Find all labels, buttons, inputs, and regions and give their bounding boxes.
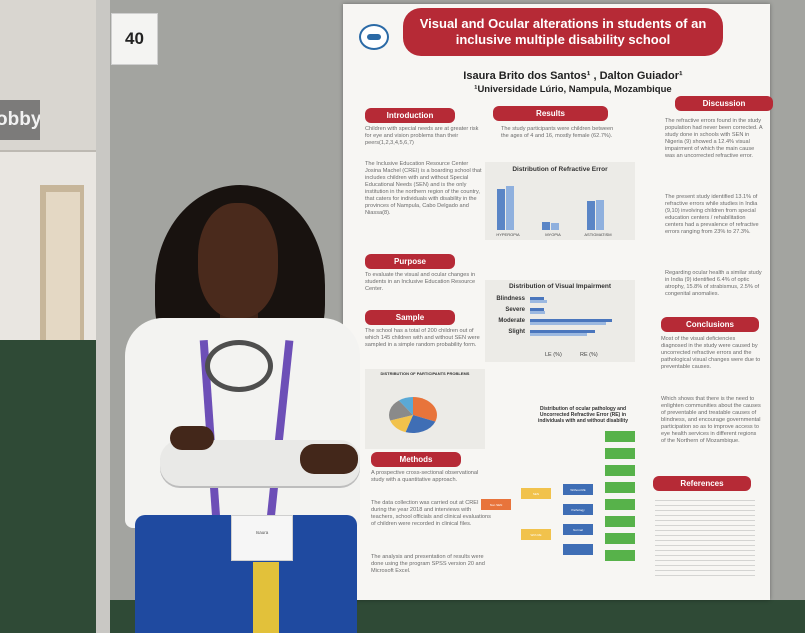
impairment-bar	[530, 319, 612, 322]
legend-le: LE (%)	[545, 352, 562, 358]
flow-box-green	[605, 516, 635, 527]
impairment-bar	[530, 322, 606, 325]
intro-text-1: Children with special needs are at great…	[365, 126, 479, 146]
methods-text-1: A prospective cross-sectional observatio…	[371, 470, 479, 483]
poster-institution: ¹Universidade Lúrio, Nampula, Mozambique	[474, 84, 672, 95]
visual-impairment-chart: Distribution of Visual Impairment Blindn…	[485, 280, 635, 362]
refractive-bar	[551, 222, 559, 230]
lobby-door-inner	[46, 192, 80, 342]
section-methods: Methods	[371, 452, 461, 467]
section-results: Results	[493, 106, 608, 121]
impairment-bar	[530, 297, 545, 300]
impairment-bar	[530, 330, 596, 333]
research-poster: Visual and Ocular alterations in student…	[343, 4, 773, 600]
flow-box-green	[605, 482, 635, 493]
impairment-bar	[530, 333, 587, 336]
discussion-text-3: Regarding ocular health a similar study …	[665, 270, 762, 297]
section-introduction: Introduction	[365, 108, 455, 123]
methods-text-3: The analysis and presentation of results…	[371, 554, 485, 574]
presenter-left-hand	[170, 426, 214, 450]
conclusions-text-2: Which shows that there is the need to en…	[661, 396, 761, 444]
poster-authors: Isaura Brito dos Santos¹ , Dalton Guiado…	[463, 70, 683, 82]
purpose-text: To evaluate the visual and ocular change…	[365, 272, 476, 292]
flow-box	[563, 544, 593, 555]
flow-box-green	[605, 499, 635, 510]
flow-box-non-sen: Non SEN	[481, 499, 511, 510]
discussion-text-1: The refractive errors found in the study…	[665, 118, 763, 159]
pie-slice	[413, 397, 437, 422]
refractive-bar	[497, 189, 505, 230]
sample-text: The school has a total of 200 children o…	[365, 328, 480, 348]
presenter-right-hand	[300, 444, 358, 474]
refractive-bar	[542, 221, 550, 230]
section-sample: Sample	[365, 310, 455, 325]
refractive-chart-title: Distribution of Refractive Error	[512, 166, 608, 173]
flow-box-with-re: With RE	[521, 529, 551, 540]
flow-box-pathology: Pathology	[563, 504, 593, 515]
flow-box-green	[605, 533, 635, 544]
flow-box-normal: Normal	[563, 524, 593, 535]
section-purpose: Purpose	[365, 254, 455, 269]
flow-box-green	[605, 431, 635, 442]
badge-ribbon	[253, 562, 279, 633]
participants-pie-chart: DISTRIBUTION OF PARTICIPANTS PROBLEMS	[365, 369, 485, 449]
refractive-category-label: MYOPIA	[545, 232, 561, 237]
refractive-category-label: ASTIGMATISM	[584, 232, 612, 237]
flow-diagram-caption: Distribution of ocular pathology and Unc…	[537, 406, 628, 424]
pie-slice	[398, 397, 413, 415]
impairment-category-label: Blindness	[496, 296, 525, 302]
refractive-bar	[506, 186, 514, 230]
impairment-category-label: Severe	[505, 307, 525, 313]
intro-text-2: The Inclusive Education Resource Center …	[365, 161, 482, 216]
legend-re: RE (%)	[580, 352, 598, 358]
pie-slice	[390, 415, 413, 433]
flow-box-sen: SEN	[521, 488, 551, 499]
section-conclusions: Conclusions	[661, 317, 759, 332]
impairment-category-label: Moderate	[498, 318, 525, 324]
flow-box-without-re: Without RE	[563, 484, 593, 495]
flow-box-green	[605, 448, 635, 459]
flow-box-green	[605, 465, 635, 476]
section-discussion: Discussion	[675, 96, 773, 111]
presenter-face	[198, 203, 278, 318]
pie-slice	[405, 415, 436, 433]
impairment-chart-title: Distribution of Visual Impairment	[508, 283, 612, 290]
name-badge: Isaura	[231, 515, 293, 561]
references-text	[655, 496, 755, 576]
pie-chart-svg	[389, 397, 437, 433]
lobby-sign: obby	[0, 100, 40, 140]
impairment-bar	[530, 308, 545, 311]
refractive-error-chart: Distribution of Refractive Error HYPEROP…	[485, 162, 635, 240]
conclusions-text-1: Most of the visual deficiencies diagnose…	[661, 336, 761, 370]
discussion-text-2: The present study identified 13.1% of re…	[665, 194, 759, 235]
presenter-necklace	[205, 340, 273, 392]
poster-title: Visual and Ocular alterations in student…	[403, 8, 723, 56]
refractive-bar	[596, 200, 604, 230]
impairment-category-label: Slight	[508, 329, 525, 335]
pie-slice	[389, 400, 413, 421]
results-text-1: The study participants were children bet…	[501, 126, 614, 139]
pie-chart-title: DISTRIBUTION OF PARTICIPANTS PROBLEMS	[380, 371, 470, 376]
flow-box-green	[605, 550, 635, 561]
refractive-bar	[587, 200, 595, 230]
section-references: References	[653, 476, 751, 491]
board-frame	[96, 0, 110, 633]
impairment-bar	[530, 300, 547, 303]
methods-text-2: The data collection was carried out at C…	[371, 500, 491, 527]
booth-number-card: 40	[111, 13, 158, 65]
impairment-bar	[530, 311, 546, 314]
university-logo-icon	[359, 24, 389, 50]
refractive-category-label: HYPEROPIA	[496, 232, 520, 237]
